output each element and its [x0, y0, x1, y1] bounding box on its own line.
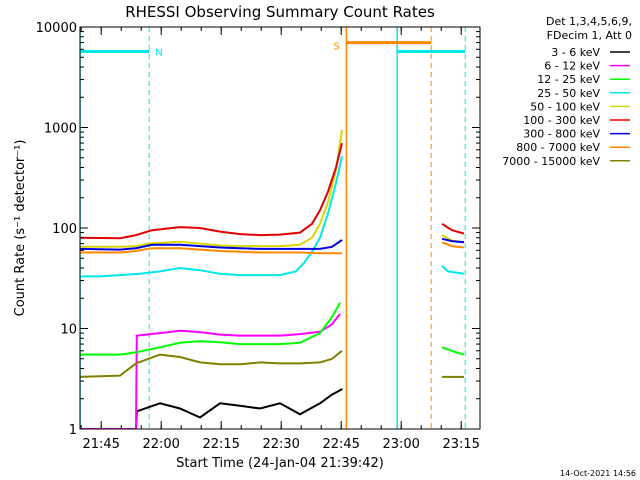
series-line-50-100-kev — [80, 129, 343, 248]
y-tick-label: 100 — [52, 222, 77, 237]
x-tick-label: 22:00 — [142, 437, 179, 452]
date-stamp: 14-Oct-2021 14:56 — [560, 469, 636, 478]
x-tick-label: 22:15 — [202, 437, 239, 452]
y-axis: 1 10 100 1000 10000 — [36, 21, 480, 438]
x-tick-label: 23:15 — [442, 437, 479, 452]
x-axis: 21:45 22:00 22:15 22:30 22:45 23:00 23:15 — [80, 27, 480, 452]
legend-label: 300 - 800 keV — [523, 128, 600, 141]
y-tick-label: 1 — [69, 423, 77, 438]
saa-flag-label: S — [333, 42, 339, 53]
chart-title: RHESSI Observing Summary Count Rates — [125, 3, 435, 21]
x-tick-label: 22:30 — [262, 437, 299, 452]
x-tick-label: 23:00 — [382, 437, 419, 452]
legend-label: 100 - 300 keV — [523, 114, 600, 127]
y-tick-label: 1000 — [44, 122, 77, 137]
series-line-6-12-kev — [80, 313, 341, 429]
series-line-3-6-kev — [80, 388, 343, 429]
series-line-100-300-kev — [80, 142, 343, 240]
x-tick-label: 21:45 — [82, 437, 119, 452]
series-line-12-25-kev — [80, 302, 341, 356]
series-line-after-gap-100-300-kev — [441, 222, 465, 235]
legend-label: 12 - 25 keV — [537, 73, 600, 86]
legend-header-line-2: FDecim 1, Att 0 — [547, 29, 632, 42]
series-lines — [80, 129, 465, 429]
series-line-after-gap-12-25-kev — [441, 346, 465, 356]
y-tick-label: 10000 — [36, 21, 77, 36]
series-line-300-800-kev — [80, 239, 343, 251]
night-flag-label: N — [155, 48, 162, 59]
legend-label: 25 - 50 keV — [537, 87, 600, 100]
series-line-after-gap-25-50-kev — [441, 265, 465, 275]
legend: Det 1,3,4,5,6,9, FDecim 1, Att 0 3 - 6 k… — [502, 15, 632, 168]
legend-label: 800 - 7000 keV — [516, 141, 600, 154]
series-line-25-50-kev — [80, 155, 343, 278]
series-line-after-gap-800-7000-kev — [441, 241, 465, 249]
plot-frame — [79, 26, 481, 430]
series-line-800-7000-kev — [80, 247, 342, 255]
x-axis-label: Start Time (24-Jan-04 21:39:42) — [176, 456, 384, 471]
y-axis-label: Count Rate (s⁻¹ detector⁻¹) — [13, 140, 28, 317]
legend-label: 3 - 6 keV — [551, 46, 600, 59]
legend-label: 7000 - 15000 keV — [502, 155, 600, 168]
y-tick-label: 10 — [60, 323, 77, 338]
legend-label: 50 - 100 keV — [530, 100, 600, 113]
series-line-7000-15000-kev — [80, 350, 343, 378]
legend-label: 6 - 12 keV — [544, 60, 600, 73]
legend-header-line-1: Det 1,3,4,5,6,9, — [546, 15, 632, 28]
series-line-after-gap-300-800-kev — [441, 237, 465, 244]
x-tick-label: 22:45 — [322, 437, 359, 452]
flag-bars: NS — [80, 27, 466, 429]
